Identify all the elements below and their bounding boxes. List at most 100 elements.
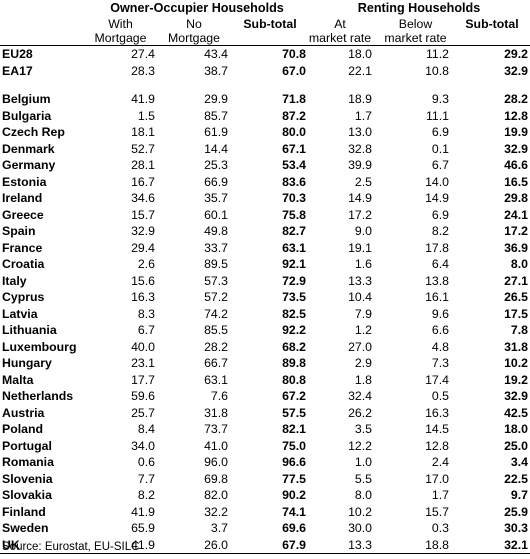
no-mortgage-cell: 28.2: [204, 339, 228, 354]
rent-subtotal-cell: 42.5: [504, 405, 528, 420]
rent-subtotal-cell: 30.3: [504, 521, 528, 535]
with-mortgage-cell: 8.4: [137, 422, 155, 436]
rent-subtotal-cell: 28.2: [504, 92, 528, 106]
with-mortgage-cell: 41.9: [86, 536, 160, 554]
table-row: Czech Rep 18.1 61.9 80.0 13.0 6.9 19.9: [0, 124, 530, 141]
with-mortgage-cell: 52.7: [131, 141, 155, 156]
table-row: Belgium 41.9 29.9 71.8 18.9 9.3 28.2: [0, 91, 530, 108]
row-label: Austria: [2, 405, 45, 420]
row-label: Sweden: [2, 521, 49, 535]
below-market-cell: 9.3: [431, 92, 449, 106]
with-mortgage-cell: 15.7: [131, 207, 155, 222]
spacer-row: [0, 79, 530, 91]
table-row: Luxembourg 40.0 28.2 68.2 27.0 4.8 31.8: [0, 339, 530, 356]
market-rate-cell: 13.3: [308, 536, 382, 554]
below-market-cell: 2.4: [431, 455, 449, 469]
row-label: EU28: [2, 47, 33, 61]
rent-subtotal-cell: 27.1: [504, 273, 528, 288]
row-label: Luxembourg: [2, 339, 77, 354]
below-market-cell: 1.7: [431, 488, 449, 502]
market-rate-cell: 14.9: [348, 191, 372, 205]
no-mortgage-cell: 57.3: [204, 273, 228, 288]
owner-subtotal-cell: 92.1: [282, 257, 306, 271]
with-mortgage-cell: 65.9: [131, 521, 155, 535]
rent-subtotal-cell: 16.5: [504, 174, 528, 189]
with-mortgage-cell: 16.7: [131, 174, 155, 189]
row-label: UK: [0, 536, 86, 554]
with-mortgage-cell: 23.1: [131, 356, 155, 370]
owner-subtotal-cell: 67.1: [282, 141, 306, 156]
market-rate-cell: 17.2: [348, 207, 372, 222]
market-rate-cell: 7.9: [354, 306, 372, 321]
table-row: Italy 15.6 57.3 72.9 13.3 13.8 27.1: [0, 273, 530, 290]
rent-subtotal-cell: 29.8: [504, 191, 528, 205]
market-rate-cell: 8.0: [354, 488, 372, 502]
no-mortgage-cell: 41.0: [204, 438, 228, 453]
no-mortgage-cell: 89.5: [204, 257, 228, 271]
below-market-cell: 17.8: [425, 240, 449, 255]
below-market-cell: 6.9: [431, 207, 449, 222]
row-label: Croatia: [2, 257, 45, 271]
row-label: Malta: [2, 372, 34, 387]
owner-subtotal-cell: 69.6: [282, 521, 306, 535]
with-mortgage-cell: 25.7: [131, 405, 155, 420]
with-mortgage-cell: 34.0: [131, 438, 155, 453]
market-rate-cell: 30.0: [348, 521, 372, 535]
no-mortgage-cell: 61.9: [204, 125, 228, 139]
market-rate-cell: 1.7: [354, 108, 372, 123]
below-market-cell: 17.0: [425, 471, 449, 486]
rent-subtotal-cell: 32.9: [504, 63, 528, 78]
no-mortgage-cell: 33.7: [204, 240, 228, 255]
rent-subtotal-cell: 36.9: [504, 240, 528, 255]
below-market-cell: 6.7: [431, 158, 449, 172]
market-rate-cell: 9.0: [354, 224, 372, 238]
column-header-row-2: Mortgage Mortgage market rate market rat…: [0, 31, 530, 46]
no-mortgage-cell: 43.4: [204, 47, 228, 61]
with-mortgage-cell: 7.7: [137, 471, 155, 486]
table-row: UK 41.9 26.0 67.9 13.3 18.8 32.1: [0, 536, 530, 554]
rent-subtotal-cell: 29.2: [504, 47, 528, 61]
row-label: France: [2, 240, 43, 255]
owner-subtotal-cell: 70.8: [282, 47, 306, 61]
below-market-cell: 6.6: [431, 323, 449, 337]
below-market-cell: 0.1: [431, 141, 449, 156]
market-rate-cell: 39.9: [348, 158, 372, 172]
no-mortgage-cell: 66.9: [204, 174, 228, 189]
table-row: Spain 32.9 49.8 82.7 9.0 8.2 17.2: [0, 223, 530, 240]
rent-subtotal-cell: 10.2: [504, 356, 528, 370]
table-row: Germany 28.1 25.3 53.4 39.9 6.7 46.6: [0, 157, 530, 174]
no-mortgage-cell: 14.4: [204, 141, 228, 156]
market-rate-cell: 3.5: [354, 422, 372, 436]
with-mortgage-cell: 8.2: [137, 488, 155, 502]
owner-subtotal-cell: 53.4: [282, 158, 306, 172]
row-label: Romania: [2, 455, 54, 469]
no-mortgage-cell: 82.0: [204, 488, 228, 502]
market-rate-cell: 1.6: [354, 257, 372, 271]
rent-subtotal-cell: 12.8: [504, 108, 528, 123]
market-rate-cell: 22.1: [348, 63, 372, 78]
table-row: Latvia 8.3 74.2 82.5 7.9 9.6 17.5: [0, 306, 530, 323]
market-rate-cell: 18.0: [348, 47, 372, 61]
owner-occupier-group-header: Owner-Occupier Households: [110, 1, 284, 15]
rent-subtotal-cell: 46.6: [504, 158, 528, 172]
rent-subtotal-cell: 17.5: [504, 306, 528, 321]
no-mortgage-cell: 85.5: [204, 323, 228, 337]
owner-subtotal-cell: 89.8: [282, 356, 306, 370]
source-note: Source: Eurostat, EU-SILC: [2, 541, 140, 553]
row-label: Lithuania: [2, 323, 57, 337]
owner-subtotal-cell: 77.5: [282, 471, 306, 486]
no-mortgage-header-line2: Mortgage: [160, 31, 234, 46]
no-mortgage-cell: 32.2: [204, 504, 228, 519]
market-rate-cell: 32.4: [348, 389, 372, 403]
below-market-cell: 6.4: [431, 257, 449, 271]
no-mortgage-cell: 74.2: [204, 306, 228, 321]
market-rate-cell: 27.0: [348, 339, 372, 354]
with-mortgage-cell: 0.6: [137, 455, 155, 469]
owner-subtotal-cell: 75.8: [282, 207, 306, 222]
below-market-cell: 11.2: [425, 47, 449, 61]
table-row: Poland 8.4 73.7 82.1 3.5 14.5 18.0: [0, 421, 530, 438]
owner-subtotal-cell: 83.6: [282, 174, 306, 189]
market-rate-cell: 10.4: [348, 290, 372, 304]
owner-subtotal-cell: 67.2: [282, 389, 306, 403]
